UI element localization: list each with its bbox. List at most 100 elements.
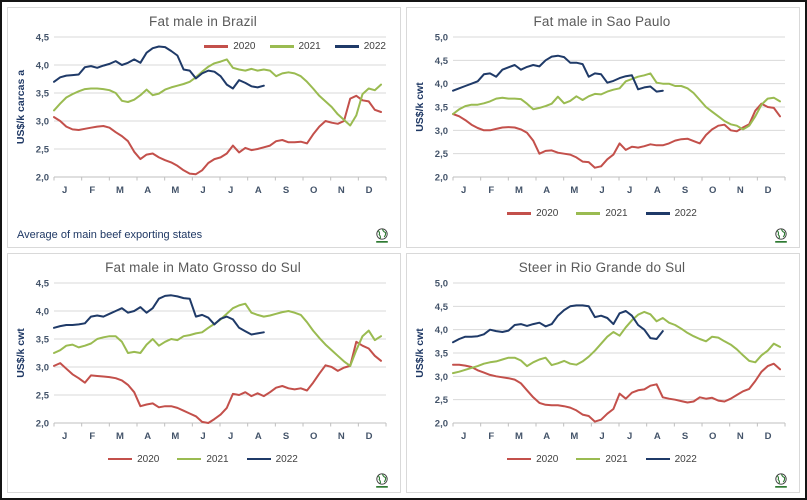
legend-item-2020: 2020: [507, 208, 558, 219]
svg-text:4,5: 4,5: [36, 278, 50, 289]
svg-text:D: D: [366, 431, 373, 442]
svg-text:A: A: [144, 431, 151, 442]
svg-text:D: D: [765, 431, 772, 442]
legend-swatch-2020: [507, 457, 532, 461]
svg-text:J: J: [228, 431, 233, 442]
svg-text:F: F: [488, 431, 494, 442]
svg-text:3,5: 3,5: [36, 89, 50, 100]
chart-title: Fat male in Sao Paulo: [533, 14, 671, 29]
svg-text:4,0: 4,0: [36, 306, 49, 317]
svg-text:M: M: [116, 185, 124, 196]
svg-text:M: M: [116, 431, 124, 442]
svg-text:J: J: [599, 431, 604, 442]
chart-title: Fat male in Mato Grosso do Sul: [105, 259, 301, 275]
svg-text:O: O: [310, 185, 317, 196]
chart-legend: 2020 2021 2022: [410, 454, 794, 465]
svg-text:J: J: [228, 185, 233, 196]
legend-label-2022: 2022: [674, 208, 697, 219]
chart-panel-fat-male-sao-paulo: Fat male in Sao Paulo 2,0 2,5 3,0 3,5 4,0 4,5…: [406, 7, 800, 248]
svg-text:A: A: [144, 185, 151, 196]
svg-text:2,5: 2,5: [435, 149, 449, 160]
svg-text:N: N: [737, 185, 744, 196]
chart-panel-fat-male-mato-grosso-do-sul: Fat male in Mato Grosso do Sul 2,0 2,5 3,0…: [7, 252, 401, 493]
svg-text:O: O: [709, 185, 716, 196]
legend-item-2021: 2021: [177, 453, 229, 465]
svg-text:S: S: [682, 431, 688, 442]
legend-swatch-2022: [645, 212, 670, 215]
legend-swatch-2021: [576, 457, 601, 461]
svg-text:2,5: 2,5: [36, 145, 50, 156]
legend-label-2022: 2022: [674, 453, 697, 465]
svg-text:A: A: [543, 431, 550, 442]
chart-footnote: Average of main beef exporting states: [17, 228, 203, 241]
svg-text:A: A: [255, 185, 262, 196]
svg-text:M: M: [515, 431, 523, 442]
svg-text:A: A: [543, 185, 550, 196]
legend-item-2020: 2020: [204, 41, 256, 52]
legend-swatch-2021: [177, 457, 202, 461]
svg-text:3,0: 3,0: [36, 117, 49, 128]
globe-logo-icon: [775, 473, 787, 488]
globe-logo-icon: [376, 473, 388, 488]
svg-text:A: A: [654, 185, 661, 196]
chart-legend: 2020 2021 2022: [204, 41, 386, 52]
svg-text:F: F: [89, 431, 95, 442]
chart-title: Fat male in Brazil: [149, 14, 257, 29]
legend-item-2021: 2021: [269, 41, 321, 52]
legend-item-2021: 2021: [576, 208, 628, 219]
legend-label-2020: 2020: [536, 208, 559, 219]
legend-swatch-2022: [246, 457, 271, 461]
svg-text:J: J: [461, 185, 466, 196]
svg-text:5,0: 5,0: [435, 33, 448, 44]
legend-swatch-2022: [334, 45, 359, 48]
svg-text:F: F: [488, 185, 494, 196]
legend-label-2020: 2020: [233, 41, 256, 52]
svg-text:M: M: [171, 431, 179, 442]
svg-text:J: J: [62, 185, 67, 196]
svg-text:US$/k cwt: US$/k cwt: [15, 327, 27, 377]
svg-text:3,5: 3,5: [36, 334, 50, 345]
svg-text:N: N: [338, 431, 345, 442]
legend-swatch-2021: [576, 212, 601, 215]
svg-text:3,0: 3,0: [435, 126, 448, 137]
svg-text:J: J: [200, 185, 205, 196]
svg-text:4,0: 4,0: [435, 79, 448, 90]
svg-text:5,0: 5,0: [435, 278, 448, 289]
legend-swatch-2020: [507, 212, 532, 215]
legend-item-2020: 2020: [507, 454, 558, 465]
svg-text:N: N: [737, 431, 744, 442]
svg-text:3,0: 3,0: [435, 371, 448, 382]
legend-label-2021: 2021: [605, 208, 628, 219]
legend-item-2022: 2022: [645, 208, 697, 219]
legend-label-2020: 2020: [536, 453, 559, 465]
legend-label-2021: 2021: [206, 453, 229, 465]
svg-text:S: S: [682, 185, 688, 196]
svg-text:M: M: [171, 185, 179, 196]
svg-text:F: F: [89, 185, 95, 196]
svg-text:A: A: [654, 431, 661, 442]
line-chart-fat-male-sao-paulo: 2,0 2,5 3,0 3,5 4,0 4,5 5,0 J F M A M J J A S O N D US$/k c…: [414, 33, 786, 196]
legend-label-2022: 2022: [275, 453, 298, 465]
svg-text:4,0: 4,0: [36, 61, 49, 72]
svg-text:D: D: [765, 185, 772, 196]
chart-title: Steer in Rio Grande do Sul: [518, 259, 686, 275]
legend-swatch-2020: [204, 45, 229, 48]
svg-text:2,0: 2,0: [36, 173, 49, 184]
svg-text:J: J: [200, 431, 205, 442]
legend-label-2021: 2021: [298, 41, 321, 52]
chart-panel-steer-rio-grande-do-sul: Steer in Rio Grande do Sul 2,0 2,5 3,0 3,5 4…: [406, 252, 800, 493]
svg-text:O: O: [709, 431, 716, 442]
legend-label-2020: 2020: [137, 453, 160, 465]
legend-label-2021: 2021: [605, 453, 628, 465]
svg-text:US$/k cwt: US$/k cwt: [414, 327, 426, 377]
globe-logo-icon: [376, 227, 388, 243]
globe-logo-icon: [775, 227, 787, 243]
legend-item-2021: 2021: [576, 453, 628, 465]
legend-item-2022: 2022: [645, 453, 697, 465]
svg-text:J: J: [599, 185, 604, 196]
svg-text:US$/k cwt: US$/k cwt: [414, 82, 426, 132]
svg-text:2,0: 2,0: [36, 418, 49, 429]
svg-text:S: S: [283, 431, 289, 442]
svg-text:J: J: [62, 431, 67, 442]
